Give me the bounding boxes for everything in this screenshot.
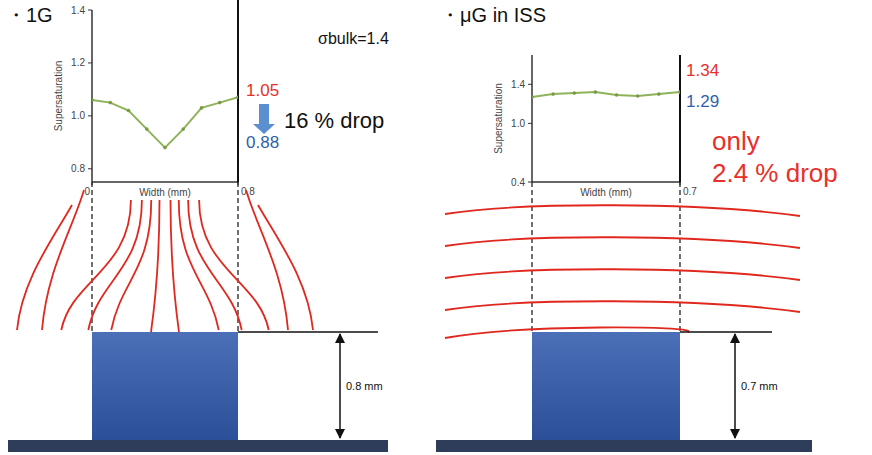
y-tick bbox=[88, 62, 92, 63]
data-point bbox=[200, 106, 204, 110]
y-tick-label: 1.2 bbox=[71, 57, 85, 68]
x-axis bbox=[92, 181, 238, 183]
data-point bbox=[92, 98, 94, 102]
data-point bbox=[636, 94, 640, 98]
y-tick-label: 1.0 bbox=[71, 110, 85, 121]
data-line bbox=[532, 92, 680, 97]
plot-area bbox=[92, 96, 238, 150]
frame-right bbox=[237, 0, 239, 182]
x-tick-label: 0 bbox=[84, 186, 90, 197]
data-point bbox=[127, 109, 131, 113]
streamline bbox=[111, 200, 151, 330]
streamline bbox=[179, 200, 219, 330]
dimension-arrow bbox=[734, 334, 736, 438]
dimension-label: 0.8 mm bbox=[346, 380, 383, 392]
data-point bbox=[108, 101, 112, 105]
streamline bbox=[171, 200, 180, 332]
y-tick bbox=[88, 10, 92, 11]
streamlines bbox=[445, 205, 800, 338]
y-tick-label: 0.4 bbox=[511, 177, 525, 188]
substrate bbox=[436, 440, 812, 452]
annotation: 0.88 bbox=[246, 133, 279, 152]
panel: ・1G0.81.01.21.400.8Width (mm)Supersatura… bbox=[6, 0, 389, 452]
data-point bbox=[594, 90, 598, 94]
y-tick-label: 1.0 bbox=[511, 118, 525, 129]
streamline bbox=[61, 200, 131, 330]
dashed-guide bbox=[91, 182, 92, 332]
dashed-guide bbox=[531, 182, 532, 332]
streamline bbox=[188, 200, 242, 330]
data-point bbox=[615, 93, 619, 97]
data-line bbox=[92, 97, 238, 147]
figure: ・1G0.81.01.21.400.8Width (mm)Supersatura… bbox=[0, 0, 872, 455]
dimension-line bbox=[238, 331, 378, 333]
dashed-guide bbox=[679, 182, 680, 332]
streamline bbox=[445, 205, 800, 216]
data-point bbox=[532, 95, 534, 99]
crystal-block bbox=[532, 332, 680, 440]
y-tick bbox=[88, 168, 92, 169]
x-axis bbox=[532, 181, 680, 183]
streamline bbox=[246, 190, 288, 330]
crystal-block bbox=[92, 332, 238, 440]
x-tick-label: 0.7 bbox=[683, 186, 697, 197]
data-point bbox=[218, 101, 222, 105]
panel-title: ・μG in ISS bbox=[440, 4, 546, 26]
streamline bbox=[88, 200, 142, 330]
drop-arrow bbox=[253, 104, 275, 134]
y-axis-label: Supersaturation bbox=[493, 83, 504, 154]
y-tick bbox=[528, 123, 532, 124]
streamlines bbox=[17, 190, 313, 332]
data-point bbox=[236, 96, 238, 100]
dashed-guide bbox=[237, 182, 238, 332]
y-tick-label: 0.8 bbox=[71, 163, 85, 174]
streamline bbox=[445, 301, 800, 312]
data-point bbox=[657, 92, 661, 96]
data-point bbox=[678, 90, 680, 94]
data-point bbox=[163, 146, 167, 150]
panel-title: ・1G bbox=[6, 4, 53, 26]
substrate bbox=[8, 440, 388, 452]
annotation: 1.34 bbox=[686, 61, 719, 80]
y-axis-label: Supersaturation bbox=[53, 61, 64, 132]
dimension-label: 0.7 mm bbox=[741, 380, 778, 392]
annotation-line: only bbox=[712, 126, 760, 156]
annotation: σbulk=1.4 bbox=[318, 30, 389, 47]
frame-right bbox=[679, 55, 681, 182]
panel: ・μG in ISS 0.4 1.0 1.4 0.7 Width (mm) Supersat… bbox=[436, 4, 838, 452]
y-axis bbox=[531, 55, 533, 182]
dimension-line bbox=[680, 331, 772, 333]
x-axis-label: Width (mm) bbox=[139, 187, 191, 198]
annotation: only2.4 % drop bbox=[712, 126, 838, 188]
y-tick-label: 1.4 bbox=[71, 5, 85, 16]
streamline bbox=[445, 269, 800, 280]
data-point bbox=[145, 127, 149, 131]
streamline bbox=[445, 237, 800, 248]
annotation-line: 2.4 % drop bbox=[712, 158, 838, 188]
annotation: 1.29 bbox=[686, 92, 719, 111]
y-tick bbox=[528, 84, 532, 85]
plot-area bbox=[532, 90, 680, 98]
y-tick bbox=[88, 115, 92, 116]
data-point bbox=[551, 92, 555, 96]
annotation: 16 % drop bbox=[284, 108, 384, 133]
streamline bbox=[42, 190, 84, 330]
data-point bbox=[181, 127, 185, 131]
streamline bbox=[151, 200, 160, 332]
x-axis-label: Width (mm) bbox=[580, 187, 632, 198]
dimension-arrow bbox=[339, 334, 341, 438]
y-tick-label: 1.4 bbox=[511, 79, 525, 90]
streamline bbox=[199, 200, 269, 330]
data-point bbox=[572, 91, 576, 95]
annotation: 1.05 bbox=[246, 81, 279, 100]
y-axis bbox=[91, 10, 93, 182]
